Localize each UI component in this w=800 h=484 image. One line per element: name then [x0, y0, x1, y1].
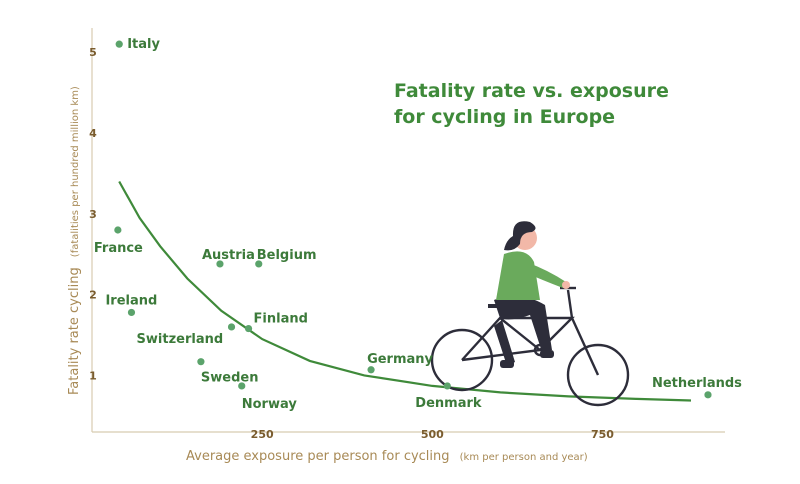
data-point-sweden [197, 358, 205, 366]
point-label-norway: Norway [242, 397, 298, 412]
data-point-germany [367, 366, 375, 374]
y-tick-label: 3 [89, 208, 97, 221]
rider-legs [494, 296, 552, 352]
x-axis-label-main: Average exposure per person for cycling [186, 449, 450, 464]
y-tick-label: 2 [89, 289, 97, 302]
point-label-austria: Austria [202, 248, 255, 263]
x-tick-label: 750 [591, 428, 614, 441]
data-point-labels: Italy France Austria Belgium Ireland Switzerl… [94, 37, 742, 412]
bicycle-rear-wheel [430, 328, 494, 392]
rider-hair [504, 221, 536, 251]
data-point-norway [238, 382, 246, 390]
data-point-netherlands [704, 391, 712, 399]
x-tick-labels: 250 500 750 [251, 428, 615, 441]
data-point-finland [244, 324, 253, 333]
data-points [114, 40, 712, 399]
data-point-switzerland [227, 323, 236, 331]
x-tick-label: 500 [421, 428, 444, 441]
y-axis-label-main: Fatality rate cycling [67, 267, 82, 395]
data-point-belgium [255, 260, 263, 268]
data-point-france [114, 226, 122, 234]
y-tick-label: 5 [89, 46, 97, 59]
point-label-netherlands: Netherlands [652, 376, 742, 391]
rider-back-leg [494, 320, 515, 366]
x-axis-label: Average exposure per person for cycling … [186, 445, 588, 464]
data-point-ireland [127, 308, 136, 317]
rider-hand [562, 281, 570, 289]
y-tick-label: 4 [89, 127, 97, 140]
chart-title-line-1: Fatality rate vs. exposure [394, 80, 669, 102]
point-label-sweden: Sweden [201, 371, 259, 386]
data-point-italy [115, 40, 123, 48]
rider-front-shoe [540, 350, 554, 358]
point-label-france: France [94, 241, 143, 256]
data-point-denmark [443, 382, 451, 390]
rider-back-shoe [500, 360, 514, 368]
point-label-italy: Italy [127, 37, 160, 52]
trend-line [118, 180, 692, 402]
y-tick-label: 1 [89, 369, 97, 382]
point-label-finland: Finland [254, 312, 308, 327]
point-label-ireland: Ireland [105, 293, 157, 308]
y-axis-label: Fatality rate cycling (fatalities per hu… [63, 86, 82, 395]
rider-arm [524, 262, 566, 288]
cyclist-illustration [430, 221, 630, 407]
rider [494, 221, 570, 368]
bicycle-stem [566, 289, 574, 319]
x-axis-label-unit: (km per person and year) [460, 452, 588, 463]
y-axis-label-unit: (fatalities per hundred million km) [70, 86, 81, 257]
point-label-belgium: Belgium [257, 248, 317, 263]
point-label-switzerland: Switzerland [137, 332, 224, 347]
x-tick-label: 250 [251, 428, 274, 441]
bicycle-rear-frame [461, 316, 543, 362]
bicycle-fork [570, 317, 600, 376]
chart-title-line-2: for cycling in Europe [394, 106, 615, 128]
bicycle-front-wheel [566, 343, 630, 407]
y-tick-labels: 1 2 3 4 5 [89, 46, 97, 382]
data-point-austria [216, 260, 224, 268]
point-label-germany: Germany [367, 352, 433, 367]
point-label-denmark: Denmark [415, 396, 482, 411]
